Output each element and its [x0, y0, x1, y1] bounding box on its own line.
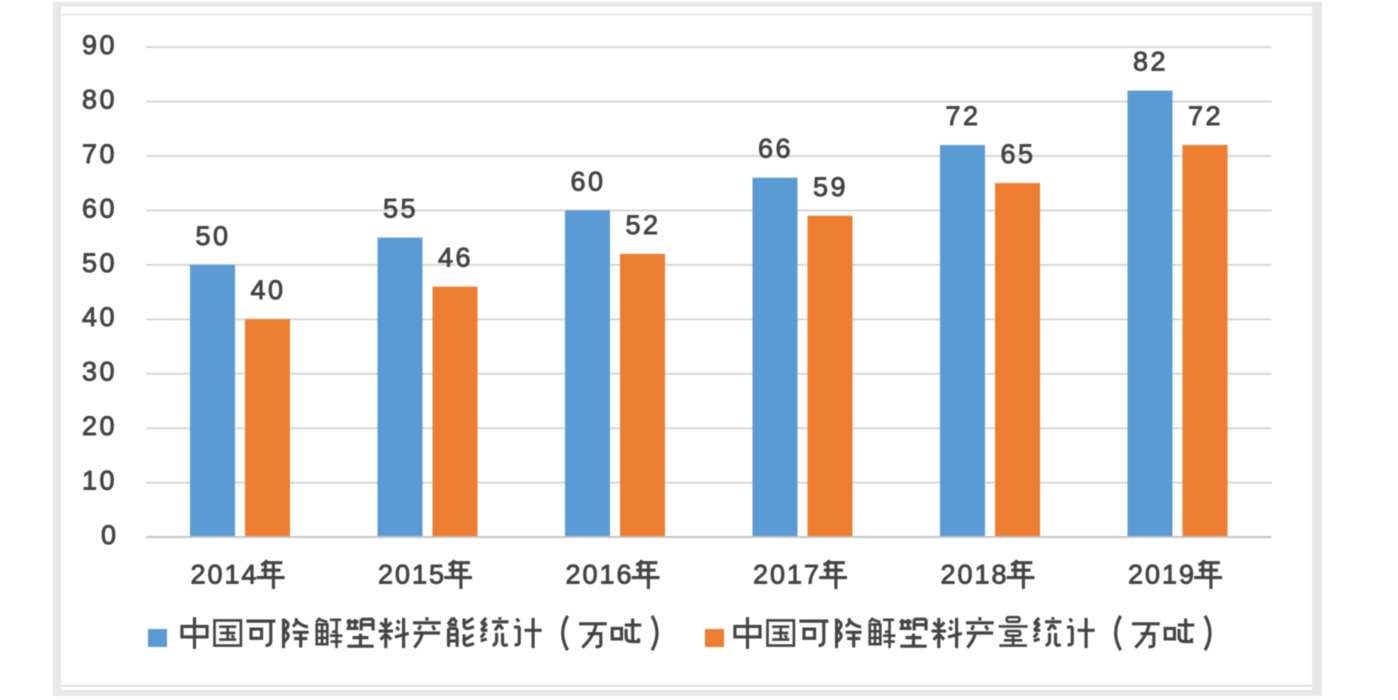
svg-text:60: 60 [571, 166, 606, 196]
svg-text:2015: 2015 [378, 560, 446, 590]
svg-text:55: 55 [383, 194, 418, 224]
svg-text:2014: 2014 [191, 560, 259, 590]
svg-text:52: 52 [626, 210, 661, 240]
svg-text:80: 80 [82, 84, 117, 114]
svg-text:65: 65 [1001, 139, 1036, 169]
svg-text:40: 40 [251, 275, 286, 305]
svg-text:30: 30 [82, 357, 117, 387]
svg-text:60: 60 [82, 193, 117, 223]
svg-text:2016: 2016 [566, 560, 634, 590]
svg-text:70: 70 [82, 139, 117, 169]
svg-text:72: 72 [946, 101, 981, 131]
svg-text:59: 59 [813, 172, 848, 202]
svg-text:40: 40 [82, 302, 117, 332]
svg-text:50: 50 [196, 221, 231, 251]
svg-text:66: 66 [758, 134, 793, 164]
svg-text:10: 10 [82, 466, 117, 496]
svg-text:2018: 2018 [941, 560, 1009, 590]
svg-text:2017: 2017 [753, 560, 821, 590]
svg-text:72: 72 [1188, 101, 1223, 131]
svg-text:20: 20 [82, 411, 117, 441]
svg-text:90: 90 [82, 30, 117, 60]
svg-text:46: 46 [438, 243, 473, 273]
svg-text:50: 50 [82, 248, 117, 278]
svg-text:0: 0 [101, 520, 119, 550]
svg-text:82: 82 [1133, 47, 1168, 77]
svg-text:2019: 2019 [1128, 560, 1196, 590]
